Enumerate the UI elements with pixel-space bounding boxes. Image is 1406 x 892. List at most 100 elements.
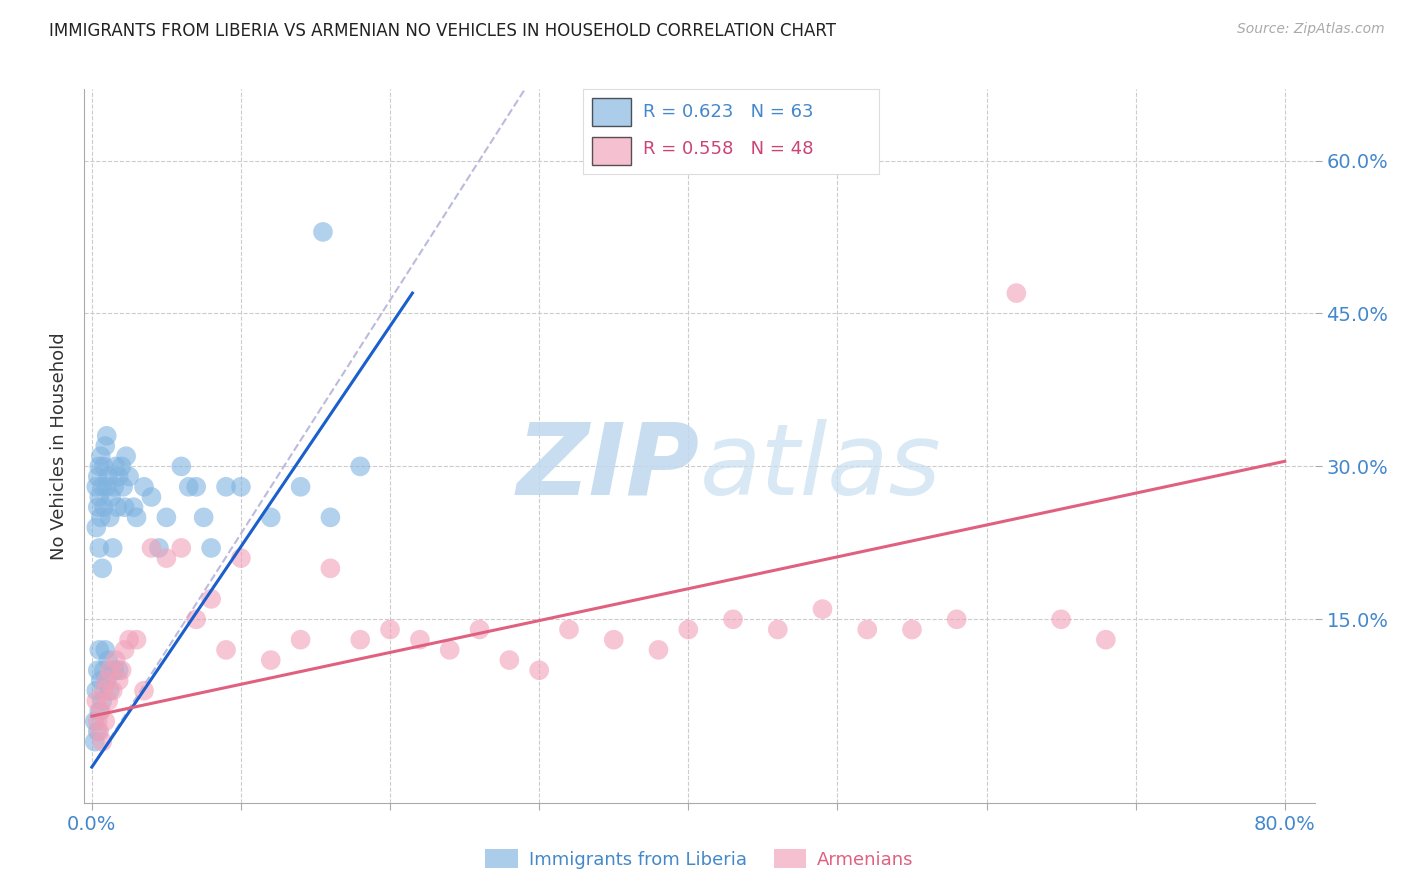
- Point: [170, 459, 193, 474]
- Point: [468, 623, 491, 637]
- Point: [378, 623, 401, 637]
- Point: [89, 724, 111, 739]
- Point: [98, 683, 121, 698]
- Point: [98, 663, 121, 677]
- Text: ZIP: ZIP: [516, 419, 700, 516]
- Point: [721, 612, 744, 626]
- Point: [349, 459, 371, 474]
- Point: [84, 694, 107, 708]
- Point: [93, 459, 115, 474]
- Point: [125, 632, 148, 647]
- Point: [84, 520, 107, 534]
- Point: [104, 653, 127, 667]
- Point: [148, 541, 170, 555]
- Point: [122, 500, 145, 515]
- Point: [186, 612, 208, 626]
- Point: [96, 480, 118, 494]
- Point: [93, 500, 115, 515]
- Point: [96, 429, 118, 443]
- Point: [100, 490, 122, 504]
- Text: R = 0.558   N = 48: R = 0.558 N = 48: [643, 139, 813, 158]
- Point: [856, 623, 879, 637]
- Point: [155, 510, 177, 524]
- Y-axis label: No Vehicles in Household: No Vehicles in Household: [49, 332, 67, 560]
- FancyBboxPatch shape: [592, 136, 631, 165]
- Point: [498, 653, 520, 667]
- Point: [349, 632, 371, 647]
- Point: [89, 490, 111, 504]
- Point: [132, 683, 155, 698]
- Point: [103, 480, 125, 494]
- Point: [87, 500, 110, 515]
- Point: [89, 704, 111, 718]
- Point: [87, 724, 110, 739]
- Point: [94, 439, 117, 453]
- Point: [89, 541, 111, 555]
- Point: [107, 469, 129, 483]
- Point: [111, 459, 134, 474]
- Text: atlas: atlas: [700, 419, 941, 516]
- Point: [91, 561, 114, 575]
- Point: [89, 643, 111, 657]
- Point: [1050, 612, 1073, 626]
- Point: [170, 541, 193, 555]
- Point: [260, 510, 283, 524]
- Point: [101, 541, 124, 555]
- Point: [141, 541, 163, 555]
- Point: [115, 449, 138, 463]
- Point: [260, 653, 283, 667]
- Point: [215, 643, 238, 657]
- Point: [97, 469, 120, 483]
- Point: [319, 510, 342, 524]
- Point: [90, 510, 112, 524]
- Point: [193, 510, 215, 524]
- Point: [1095, 632, 1118, 647]
- Point: [112, 480, 135, 494]
- Point: [104, 459, 127, 474]
- Point: [91, 694, 114, 708]
- Point: [439, 643, 461, 657]
- Point: [107, 663, 129, 677]
- Point: [409, 632, 432, 647]
- Point: [132, 480, 155, 494]
- Point: [155, 551, 177, 566]
- Point: [84, 683, 107, 698]
- Point: [107, 673, 129, 688]
- Point: [811, 602, 834, 616]
- Point: [97, 694, 120, 708]
- Point: [200, 591, 222, 606]
- Point: [83, 734, 105, 748]
- Point: [200, 541, 222, 555]
- Point: [118, 469, 141, 483]
- Text: Source: ZipAtlas.com: Source: ZipAtlas.com: [1237, 22, 1385, 37]
- Point: [319, 561, 342, 575]
- Point: [901, 623, 924, 637]
- Point: [96, 673, 118, 688]
- Point: [91, 734, 114, 748]
- Point: [527, 663, 550, 677]
- Point: [229, 551, 252, 566]
- Point: [678, 623, 700, 637]
- Point: [558, 623, 581, 637]
- Point: [114, 500, 136, 515]
- Point: [1005, 286, 1028, 301]
- Point: [125, 510, 148, 524]
- Point: [93, 683, 115, 698]
- Point: [603, 632, 626, 647]
- Text: IMMIGRANTS FROM LIBERIA VS ARMENIAN NO VEHICLES IN HOUSEHOLD CORRELATION CHART: IMMIGRANTS FROM LIBERIA VS ARMENIAN NO V…: [49, 22, 837, 40]
- Point: [98, 510, 121, 524]
- Point: [96, 673, 118, 688]
- Point: [766, 623, 789, 637]
- Text: R = 0.623   N = 63: R = 0.623 N = 63: [643, 103, 813, 121]
- Point: [83, 714, 105, 729]
- Point: [87, 663, 110, 677]
- Point: [177, 480, 200, 494]
- Point: [290, 480, 312, 494]
- Point: [89, 459, 111, 474]
- Point: [91, 480, 114, 494]
- Point: [90, 673, 112, 688]
- Point: [141, 490, 163, 504]
- Point: [945, 612, 967, 626]
- Point: [87, 714, 110, 729]
- Point: [101, 683, 124, 698]
